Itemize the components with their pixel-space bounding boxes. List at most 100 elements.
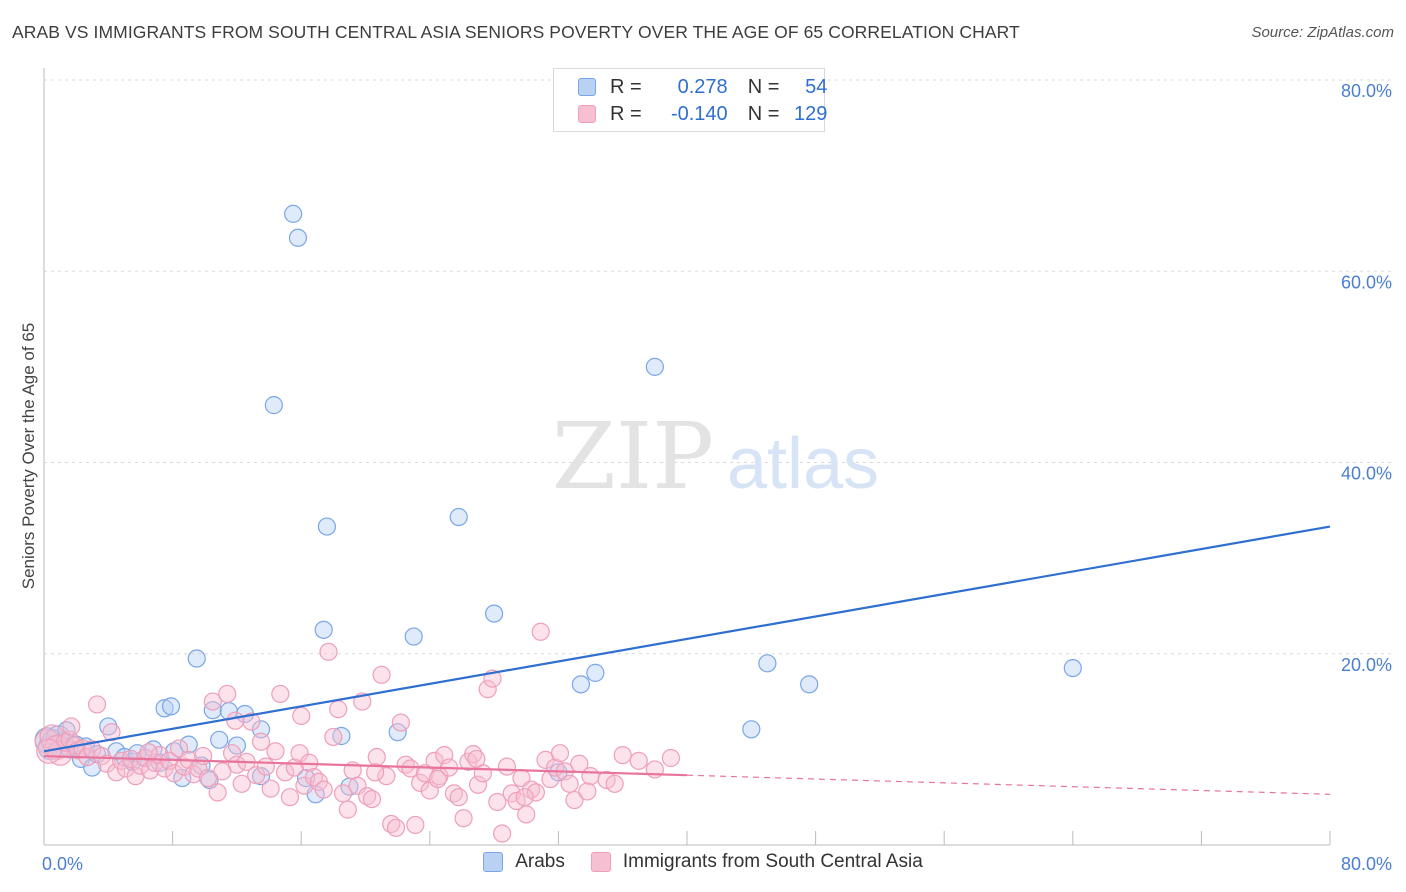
source-label: Source: ZipAtlas.com	[1251, 24, 1394, 41]
y-tick-label: 40.0%	[1341, 464, 1392, 484]
arabs-point	[179, 735, 198, 754]
immigrants-point	[358, 787, 377, 806]
immigrants-point	[531, 622, 550, 641]
immigrants-point	[226, 711, 245, 730]
immigrants-trend-line	[43, 754, 688, 777]
legend-swatch-immigrants	[578, 105, 596, 123]
arabs-point	[288, 228, 308, 247]
arabs-point	[284, 204, 303, 223]
immigrants-point	[62, 717, 81, 736]
trend-lines	[43, 525, 1331, 795]
immigrants-point	[292, 706, 311, 726]
immigrants-point	[102, 723, 121, 742]
arabs-point	[314, 620, 333, 639]
arabs-point	[161, 697, 181, 716]
immigrants-point	[467, 749, 486, 769]
immigrants-point	[497, 757, 517, 776]
arabs-point	[187, 649, 206, 668]
immigrants-point	[629, 751, 648, 770]
immigrants-point	[280, 788, 300, 807]
arabs-point	[742, 720, 761, 739]
arabs-point	[388, 723, 407, 742]
immigrants-point	[208, 783, 227, 802]
immigrants-point	[449, 788, 468, 807]
bottom-legend-swatch-immigrants	[590, 852, 611, 872]
immigrants-point	[428, 769, 447, 789]
immigrants-point	[454, 809, 473, 828]
immigrants-point	[565, 790, 584, 810]
bottom-legend-arabs: Arabs	[483, 851, 565, 873]
immigrants-point	[526, 783, 545, 802]
immigrants-point	[290, 744, 309, 763]
y-axis-label: Seniors Poverty Over the Age of 65	[19, 323, 38, 589]
immigrants-point	[406, 815, 425, 835]
y-tick-label: 80.0%	[1341, 81, 1392, 101]
arabs-point	[155, 699, 174, 718]
arabs-point	[758, 654, 777, 673]
arabs-point	[485, 604, 504, 623]
watermark-atlas: atlas	[727, 424, 879, 504]
arabs-point	[317, 517, 337, 536]
arabs-point	[251, 720, 271, 739]
immigrants-point	[218, 684, 237, 704]
arabs-point	[586, 663, 605, 682]
arabs-trend-line	[43, 525, 1331, 753]
legend-row-arabs: R = 0.278 N = 54	[578, 74, 827, 100]
bottom-legend-immigrants: Immigrants from South Central Asia	[590, 851, 923, 873]
immigrants-point	[139, 743, 158, 762]
immigrants-point	[251, 732, 271, 751]
arabs-point	[264, 396, 283, 415]
immigrants-point	[581, 767, 600, 786]
bottom-legend-label-immigrants: Immigrants from South Central Asia	[622, 851, 923, 872]
y-tick-label: 60.0%	[1341, 272, 1392, 292]
arabs-point	[210, 730, 229, 749]
arabs-point	[800, 675, 819, 694]
immigrants-point	[661, 748, 681, 768]
immigrants-point	[333, 784, 353, 803]
arabs-point	[404, 627, 423, 646]
legend-n-value: 54	[805, 75, 828, 98]
immigrants-point	[517, 805, 536, 824]
x-tick-label: 0.0%	[42, 854, 83, 874]
immigrants-point	[605, 774, 624, 793]
arabs-point	[1063, 658, 1082, 678]
immigrants-point	[329, 700, 348, 719]
immigrants-point	[367, 747, 386, 767]
legend-row-immigrants: R = -0.140 N = 129	[578, 101, 827, 127]
immigrants-point	[232, 774, 251, 793]
watermark-zip: ZIP	[552, 403, 714, 510]
chart-title: ARAB VS IMMIGRANTS FROM SOUTH CENTRAL AS…	[12, 22, 1020, 42]
immigrants-point	[401, 759, 420, 778]
legend: R = 0.278 N = 54 R = -0.140 N = 129	[553, 68, 827, 132]
immigrants-point	[184, 765, 203, 784]
arabs-point	[645, 357, 664, 376]
grid-lines	[44, 79, 1392, 655]
bottom-legend-swatch-arabs	[483, 852, 504, 872]
immigrants-point	[271, 684, 290, 704]
immigrants-point	[362, 789, 382, 809]
immigrants-point	[493, 824, 512, 843]
legend-n-value: 129	[794, 102, 828, 125]
immigrants-point	[372, 665, 391, 684]
immigrants-point	[411, 773, 430, 792]
immigrants-point	[386, 818, 406, 837]
arabs-point	[99, 717, 118, 736]
immigrants-point	[377, 767, 396, 786]
immigrants-point	[613, 746, 632, 765]
immigrants-point	[324, 727, 343, 747]
immigrants-point	[87, 695, 107, 714]
immigrants-point	[515, 788, 534, 807]
immigrants-point	[266, 742, 285, 761]
tick-labels: 20.0% 40.0% 60.0% 80.0% 0.0% 80.0%	[42, 81, 1392, 874]
arabs-point	[449, 507, 468, 527]
x-tick-label: 80.0%	[1341, 854, 1392, 874]
immigrants-point	[338, 800, 357, 819]
immigrants-point	[261, 779, 280, 798]
legend-r-label: R =	[610, 102, 642, 125]
legend-r-value: -0.140	[670, 102, 728, 125]
immigrants-point	[165, 764, 184, 783]
immigrants-point	[366, 763, 385, 782]
y-tick-label: 20.0%	[1341, 655, 1392, 675]
immigrants-point	[391, 713, 410, 732]
bottom-legend: Arabs Immigrants from South Central Asia	[0, 851, 1406, 873]
